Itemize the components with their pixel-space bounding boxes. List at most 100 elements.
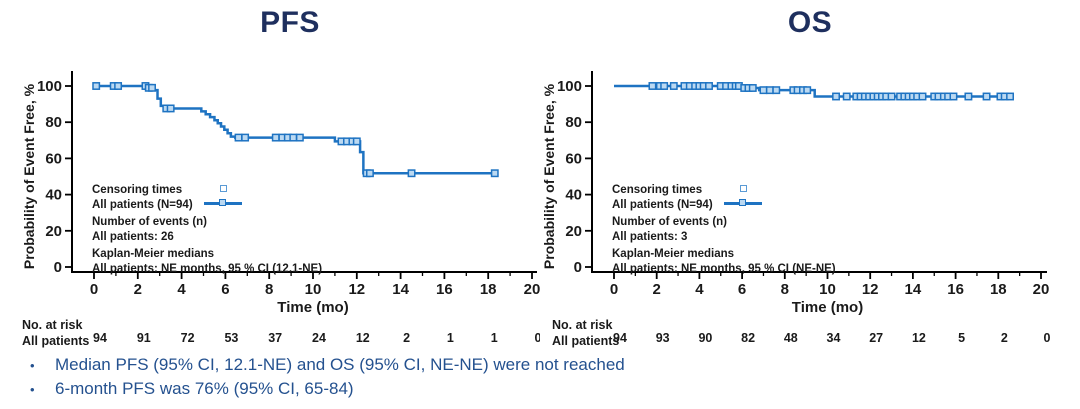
series-line-icon <box>724 199 762 206</box>
censor-mark-icon <box>234 133 243 142</box>
at-risk-value: 53 <box>224 331 238 345</box>
km-step-curve <box>94 84 495 175</box>
censor-mark-icon <box>241 133 250 142</box>
medians-header: Kaplan-Meier medians <box>612 248 735 260</box>
pfs-title: PFS <box>260 6 320 39</box>
events-header: Number of events (n) <box>612 216 728 228</box>
bullet-dot-icon: • <box>30 358 35 373</box>
at-risk-value: 24 <box>312 331 326 345</box>
x-tick-label: 18 <box>480 281 497 298</box>
censor-marker-icon <box>204 184 244 212</box>
censor-mark-icon <box>352 137 361 146</box>
at-risk-value: 1 <box>447 331 454 345</box>
y-axis-label: Probability of Event Free, % <box>21 83 37 269</box>
at-risk-value: 48 <box>784 331 798 345</box>
medians-value: All patients: NE months, 95 % CI (NE-NE) <box>612 262 836 275</box>
x-tick-label: 2 <box>653 281 661 298</box>
censor-mark-icon <box>1006 92 1014 101</box>
censor-mark-icon <box>669 82 678 90</box>
bullet-text-6month: 6-month PFS was 76% (95% CI, 65-84) <box>55 379 354 398</box>
open-square-icon <box>220 185 227 192</box>
y-tick-label: 40 <box>565 187 582 204</box>
at-risk-value: 91 <box>137 331 151 345</box>
censor-mark-icon <box>918 92 927 101</box>
medians-header: Kaplan-Meier medians <box>92 248 215 260</box>
axes <box>591 71 1047 273</box>
footnote-bullets: • Median PFS (95% CI, 12.1-NE) and OS (9… <box>30 355 1050 403</box>
x-tick-label: 8 <box>781 281 789 298</box>
at-risk-value: 5 <box>958 331 965 345</box>
x-tick-label: 20 <box>1033 281 1050 298</box>
at-risk-row-label: All patients <box>22 334 90 348</box>
x-tick-label: 0 <box>610 281 618 298</box>
x-tick-label: 12 <box>348 281 365 298</box>
y-tick-label: 80 <box>45 114 62 131</box>
censor-mark-icon <box>842 92 851 101</box>
at-risk-value: 12 <box>912 331 926 345</box>
at-risk-value: 34 <box>827 331 841 345</box>
at-risk-value: 0 <box>535 331 540 345</box>
at-risk-header: No. at risk <box>22 318 83 332</box>
at-risk-value: 72 <box>181 331 195 345</box>
series-line-icon <box>204 199 242 206</box>
censor-mark-icon <box>289 133 298 142</box>
legend-series-label: All patients (N=94) <box>92 198 193 211</box>
censor-mark-icon <box>772 86 781 95</box>
x-tick-label: 16 <box>436 281 453 298</box>
open-square-icon <box>740 185 747 192</box>
os-title: OS <box>787 6 833 39</box>
censor-mark-icon <box>748 84 757 92</box>
x-tick-label: 6 <box>221 281 229 298</box>
at-risk-value: 94 <box>613 331 627 345</box>
events-value: All patients: 26 <box>92 230 174 243</box>
censor-mark-icon <box>166 104 175 113</box>
events-value: All patients: 3 <box>612 230 688 243</box>
x-tick-label: 4 <box>177 281 186 298</box>
censor-mark-icon <box>660 82 669 90</box>
at-risk-value: 0 <box>1044 331 1051 345</box>
square-on-line-icon <box>739 199 746 206</box>
y-tick-label: 0 <box>54 259 62 276</box>
censor-mark-icon <box>832 92 840 101</box>
censor-mark-icon <box>803 86 812 95</box>
y-tick-label: 20 <box>565 223 582 240</box>
at-risk-value: 1 <box>491 331 498 345</box>
at-risk-value: 90 <box>698 331 712 345</box>
at-risk-value: 12 <box>356 331 370 345</box>
censor-mark-icon <box>407 169 416 178</box>
y-tick-label: 60 <box>565 150 582 167</box>
x-tick-label: 18 <box>990 281 1007 298</box>
x-axis-label: Time (mo) <box>792 299 863 316</box>
bullet-dot-icon: • <box>30 382 35 397</box>
x-tick-label: 14 <box>905 281 922 298</box>
pfs-at-risk-labels: No. at risk All patients <box>22 317 89 349</box>
bullet-text-median: Median PFS (95% CI, 12.1-NE) and OS (95%… <box>55 355 625 374</box>
censor-mark-icon <box>490 169 499 178</box>
legend-series-label: All patients (N=94) <box>612 198 713 211</box>
censor-mark-icon <box>92 82 101 90</box>
at-risk-value: 82 <box>741 331 755 345</box>
bullet-item: • 6-month PFS was 76% (95% CI, 65-84) <box>30 379 1050 403</box>
y-tick-label: 60 <box>45 150 62 167</box>
censor-mark-icon <box>365 169 374 178</box>
os-events-block: Number of events (n) All patients: 3 <box>612 215 932 244</box>
legend-censoring-label: Censoring times <box>612 184 703 196</box>
legend-censoring-label: Censoring times <box>92 184 183 196</box>
x-tick-label: 10 <box>819 281 836 298</box>
y-tick-label: 40 <box>45 187 62 204</box>
y-tick-label: 100 <box>557 78 582 95</box>
x-tick-label: 14 <box>392 281 409 298</box>
at-risk-value: 37 <box>268 331 282 345</box>
medians-value: All patients: NE months, 95 % CI (12.1-N… <box>92 262 323 275</box>
censor-mark-icon <box>271 133 280 142</box>
x-tick-label: 12 <box>862 281 879 298</box>
events-header: Number of events (n) <box>92 216 208 228</box>
at-risk-value: 2 <box>1001 331 1008 345</box>
x-tick-label: 10 <box>305 281 322 298</box>
censor-mark-icon <box>765 86 774 95</box>
x-tick-label: 2 <box>134 281 142 298</box>
os-medians-block: Kaplan-Meier medians All patients: NE mo… <box>612 247 932 276</box>
